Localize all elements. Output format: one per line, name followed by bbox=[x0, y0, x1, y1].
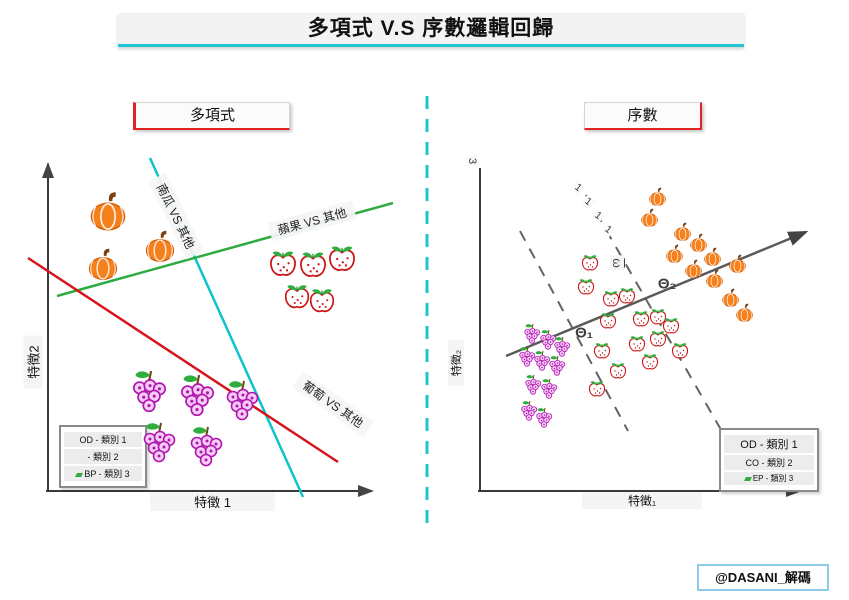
apple-icon bbox=[580, 253, 600, 273]
pumpkin-icon bbox=[639, 207, 660, 228]
sprout-icon bbox=[75, 472, 84, 477]
grape-icon bbox=[516, 346, 538, 368]
pumpkin-icon bbox=[727, 253, 748, 274]
right-x-axis-label: 特徵₁ bbox=[582, 492, 702, 509]
grape-icon bbox=[518, 400, 540, 422]
left-y-axis-label: 特徵2 bbox=[23, 335, 43, 389]
pumpkin-vs-others-label: 南瓜 VS 其他 bbox=[148, 172, 204, 260]
pumpkin-icon bbox=[683, 258, 704, 279]
left-legend: OD - 類別 1 - 類別 2 BP - 類別 3 bbox=[59, 425, 147, 488]
grape-icon bbox=[551, 336, 573, 358]
pumpkin-icon bbox=[86, 189, 130, 233]
right-panel-header: 序數 bbox=[584, 102, 702, 130]
pumpkin-icon bbox=[647, 186, 668, 207]
pumpkin-icon bbox=[142, 228, 178, 264]
apple-icon bbox=[627, 334, 647, 354]
apple-icon bbox=[648, 307, 668, 327]
theta-1-label: Θ₁ bbox=[575, 324, 593, 342]
apple-icon bbox=[661, 316, 681, 336]
apple-icon bbox=[576, 277, 596, 297]
pumpkin-icon bbox=[734, 302, 755, 323]
right-y-axis-label: 特徵₂ bbox=[448, 339, 464, 387]
tick-one-label: 1 bbox=[600, 222, 616, 238]
watermark-badge: @DASANI_解碼 bbox=[697, 564, 829, 591]
grape-icon bbox=[546, 355, 568, 377]
apple-icon bbox=[608, 361, 628, 381]
grape-icon bbox=[174, 373, 220, 419]
legend-row-class1: OD - 類別 1 bbox=[64, 432, 142, 447]
sprout-icon bbox=[743, 476, 752, 481]
pumpkin-icon bbox=[672, 221, 693, 242]
grape-vs-others-label: 葡萄 VS 其他 bbox=[292, 371, 374, 437]
page-title: 多項式 V.S 序數邏輯回歸 bbox=[118, 13, 744, 47]
legend-row-class3: EP - 類別 3 bbox=[724, 472, 814, 485]
apple-icon bbox=[631, 309, 651, 329]
grape-icon bbox=[126, 369, 172, 415]
grape-icon bbox=[521, 323, 543, 345]
weight-vector-arrow bbox=[505, 230, 809, 358]
right-legend: OD - 類別 1 CO - 類別 2 EP - 類別 3 bbox=[719, 428, 819, 492]
apple-icon bbox=[670, 341, 690, 361]
omega-weight-label: ω bbox=[610, 255, 624, 271]
apple-icon bbox=[326, 243, 358, 275]
apple-vs-others-label: 蘋果 VS 其他 bbox=[267, 200, 357, 242]
tick-one-label: 1 bbox=[570, 180, 586, 196]
apple-icon bbox=[648, 329, 668, 349]
apple-icon bbox=[587, 379, 607, 399]
pumpkin-icon bbox=[720, 287, 741, 308]
apple-icon bbox=[297, 249, 329, 281]
apple-icon bbox=[307, 286, 337, 316]
legend-row-class1: OD - 類別 1 bbox=[724, 435, 814, 453]
legend-row-class2: CO - 類別 2 bbox=[724, 455, 814, 470]
grape-icon bbox=[522, 374, 544, 396]
apple-icon bbox=[267, 248, 299, 280]
grape-icon bbox=[537, 329, 559, 351]
legend-row-class3-text: BP - 類別 3 bbox=[84, 469, 130, 479]
left-x-axis-label: 特徵 1 bbox=[150, 492, 275, 511]
theta-2-label: Θ₂ bbox=[657, 275, 677, 293]
tick-one-label: 1 bbox=[590, 208, 606, 224]
left-panel-header: 多項式 bbox=[133, 102, 290, 130]
apple-icon bbox=[592, 341, 612, 361]
apple-icon bbox=[601, 289, 621, 309]
apple-icon bbox=[598, 311, 618, 331]
grape-icon bbox=[533, 407, 555, 429]
legend-row-class3-text: EP - 類別 3 bbox=[752, 474, 794, 483]
grape-icon bbox=[531, 350, 553, 372]
pumpkin-icon bbox=[85, 246, 121, 282]
legend-row-class2: - 類別 2 bbox=[64, 449, 142, 464]
grape-icon bbox=[538, 378, 560, 400]
grape-icon bbox=[220, 379, 264, 423]
pumpkin-icon bbox=[702, 246, 723, 267]
pumpkin-icon bbox=[664, 243, 685, 264]
apple-icon bbox=[640, 352, 660, 372]
legend-row-class3: BP - 類別 3 bbox=[64, 466, 142, 481]
grape-icon bbox=[184, 425, 228, 469]
apple-icon bbox=[617, 286, 637, 306]
pumpkin-icon bbox=[704, 268, 725, 289]
right-y-axis-top-label: 3 bbox=[466, 155, 478, 167]
apple-icon bbox=[282, 282, 312, 312]
pumpkin-icon bbox=[688, 232, 709, 253]
tick-one-label: 1 bbox=[580, 194, 596, 210]
